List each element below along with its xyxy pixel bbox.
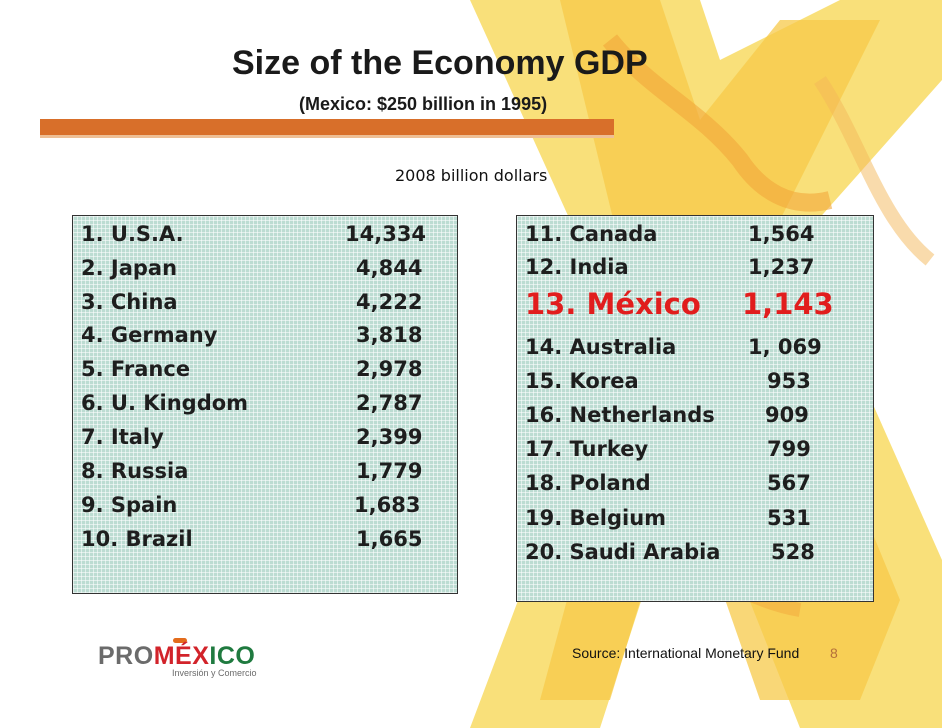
list-item-value: 1,779 [356, 459, 423, 483]
ranking-box-1-10: 1. U.S.A. 14,334 2. Japan 4,844 3. China… [72, 215, 458, 594]
logo-tagline: Inversión y Comercio [172, 668, 257, 678]
logo-ico-text: ICO [209, 642, 256, 670]
list-item-value: 1,564 [748, 222, 815, 246]
list-item-value: 1,665 [356, 527, 423, 551]
list-item-country: 4. Germany [81, 323, 218, 347]
list-item-country: 15. Korea [525, 369, 639, 393]
list-item-country: 14. Australia [525, 335, 677, 359]
list-item-value: 4,844 [356, 256, 423, 280]
list-item-value: 1, 069 [748, 335, 822, 359]
list-item-country: 20. Saudi Arabia [525, 540, 721, 564]
list-item-value: 567 [767, 471, 811, 495]
list-item-value: 3,818 [356, 323, 423, 347]
logo-accent-mark [173, 638, 187, 643]
title-underline-bar [40, 119, 614, 135]
slide-subtitle: (Mexico: $250 billion in 1995) [299, 94, 548, 114]
list-item-country: 10. Brazil [81, 527, 193, 551]
logo-mex-text: MÉX [153, 642, 210, 670]
list-item-country: 3. China [81, 290, 178, 314]
list-item-value: 531 [767, 506, 811, 530]
logo-pro-text: PRO [98, 642, 154, 670]
list-item-country: 12. India [525, 255, 629, 279]
list-item-value: 14,334 [345, 222, 427, 246]
slide-title: Size of the Economy GDP [232, 44, 648, 82]
list-item-country: 16. Netherlands [525, 403, 715, 427]
list-item-country: 5. France [81, 357, 191, 381]
list-item-country: 1. U.S.A. [81, 222, 184, 246]
list-item-country: 19. Belgium [525, 506, 667, 530]
list-item-value: 1,683 [354, 493, 421, 517]
list-item-value: 1,237 [748, 255, 815, 279]
ranking-box-11-20: 11. Canada 1,564 12. India 1,237 13. Méx… [516, 215, 874, 602]
list-item-country: 7. Italy [81, 425, 164, 449]
list-item-value: 2,787 [356, 391, 423, 415]
list-item-value: 909 [765, 403, 809, 427]
page-number: 8 [830, 645, 838, 661]
list-item-value: 4,222 [356, 290, 423, 314]
title-underline-shadow [40, 135, 614, 138]
list-item-country: 17. Turkey [525, 437, 649, 461]
unit-label: 2008 billion dollars [395, 166, 548, 185]
list-item-country: 2. Japan [81, 256, 178, 280]
list-item-country: 8. Russia [81, 459, 189, 483]
list-item-value: 799 [767, 437, 811, 461]
list-item-value: 2,978 [356, 357, 423, 381]
list-item-value: 2,399 [356, 425, 423, 449]
highlighted-value: 1,143 [742, 287, 834, 321]
list-item-value: 528 [771, 540, 815, 564]
list-item-country: 6. U. Kingdom [81, 391, 249, 415]
promexico-logo: PROMÉXICO [98, 642, 255, 671]
list-item-country: 9. Spain [81, 493, 178, 517]
source-note: Source: International Monetary Fund [572, 645, 800, 661]
list-item-country: 18. Poland [525, 471, 651, 495]
highlighted-country: 13. México [525, 287, 701, 321]
list-item-value: 953 [767, 369, 811, 393]
list-item-country: 11. Canada [525, 222, 658, 246]
